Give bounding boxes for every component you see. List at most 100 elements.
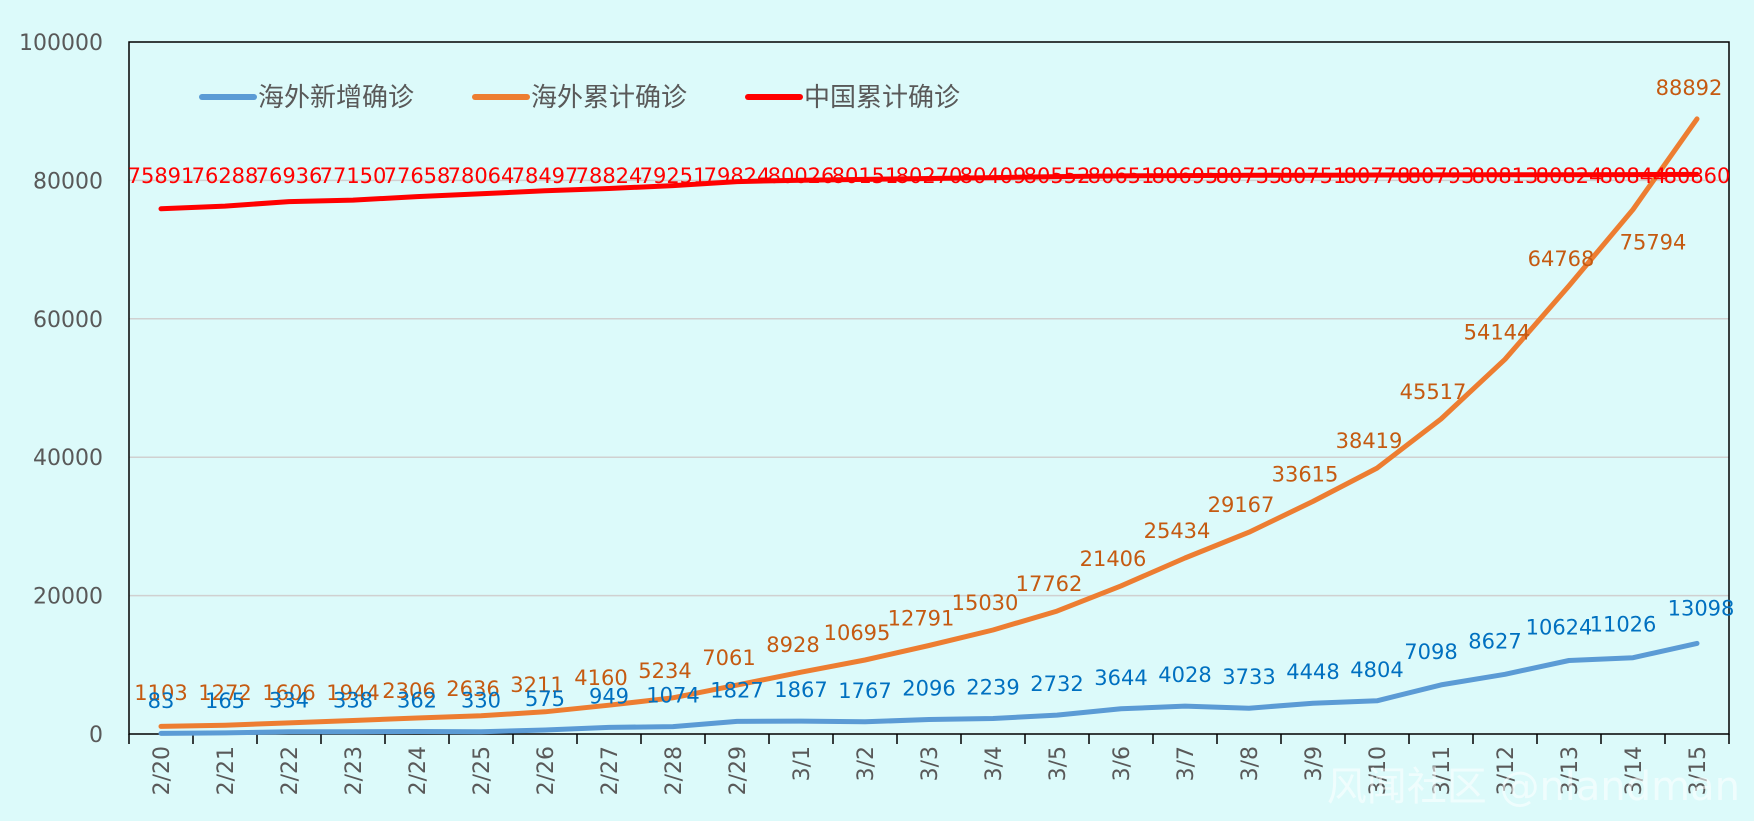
x-tick-label: 2/20: [150, 746, 175, 795]
china-cumulative-line: [158, 171, 1700, 212]
x-tick-label: 3/14: [1622, 746, 1647, 795]
overseas-new-label: 1867: [774, 678, 827, 702]
overseas-cumulative-label: 38419: [1336, 429, 1403, 453]
x-tick-label: 2/24: [406, 746, 431, 795]
x-tick-label: 3/3: [918, 746, 943, 781]
overseas-new-label: 1074: [646, 684, 699, 708]
x-tick-label: 2/29: [726, 746, 751, 795]
overseas-cumulative-label: 17762: [1016, 572, 1083, 596]
x-tick-label: 3/4: [982, 746, 1007, 781]
overseas-new-label: 7098: [1404, 640, 1457, 664]
legend: 海外新增确诊 海外累计确诊 中国累计确诊: [199, 83, 960, 113]
china-cumulative-label: 80270: [896, 164, 963, 188]
overseas-cumulative-label: 8928: [766, 633, 819, 657]
overseas-new-label: 334: [269, 689, 309, 713]
china-cumulative-label: 79251: [640, 164, 707, 188]
overseas-new-label: 575: [525, 687, 565, 711]
x-tick-label: 3/10: [1366, 746, 1391, 795]
overseas-new-label: 83: [148, 689, 175, 713]
china-cumulative-label: 79824: [704, 164, 771, 188]
x-tick-label: 3/9: [1302, 746, 1327, 781]
china-cumulative-label: 78064: [448, 164, 515, 188]
overseas-new-label: 949: [589, 684, 629, 708]
x-tick-label: 3/11: [1430, 746, 1455, 795]
y-tick-label: 60000: [33, 308, 103, 333]
china-cumulative-label: 80793: [1408, 164, 1475, 188]
overseas-new-label: 330: [461, 689, 501, 713]
china-cumulative-label: 77150: [320, 164, 387, 188]
overseas-cumulative-label: 21406: [1080, 547, 1147, 571]
data-labels: 7589176288769367715077658780647849778824…: [128, 76, 1735, 713]
overseas-new-label: 10624: [1526, 615, 1593, 639]
overseas-cumulative-label: 5234: [638, 659, 691, 683]
china-cumulative-label: 76936: [256, 164, 323, 188]
x-tick-label: 3/15: [1686, 746, 1711, 795]
overseas-cumulative-label: 29167: [1208, 493, 1275, 517]
x-tick-label: 2/28: [662, 746, 687, 795]
x-tick-label: 2/25: [470, 746, 495, 795]
overseas-new-label: 338: [333, 689, 373, 713]
watermark: 风闻社区 @nlandman: [1327, 764, 1740, 810]
overseas-new-label: 3733: [1222, 665, 1275, 689]
overseas-cumulative-label: 10695: [824, 621, 891, 645]
y-tick-label: 100000: [19, 31, 103, 56]
plot-area-border: [128, 41, 1730, 735]
china-cumulative-label: 80813: [1472, 164, 1539, 188]
china-cumulative-label: 78824: [576, 164, 643, 188]
china-cumulative-label: 80026: [768, 164, 835, 188]
x-tick-label: 3/6: [1110, 746, 1135, 781]
overseas-cumulative-label: 33615: [1272, 462, 1339, 486]
overseas-new-label: 4448: [1286, 660, 1339, 684]
axes: 0 20000 40000 60000 80000 100000 2/20 2/21 2/22 2…: [19, 31, 1730, 795]
y-tick-label: 40000: [33, 446, 103, 471]
overseas-new-label: 1767: [838, 679, 891, 703]
china-cumulative-label: 80651: [1088, 164, 1155, 188]
overseas-new-label: 3644: [1094, 666, 1147, 690]
overseas-new-label: 1827: [710, 678, 763, 702]
overseas-cumulative-label: 1103: [134, 681, 187, 705]
overseas-cumulative-line: [158, 116, 1700, 729]
legend-entry-label: 海外新增确诊: [258, 83, 414, 113]
china-cumulative-label: 78497: [512, 164, 579, 188]
china-cumulative-label: 80552: [1024, 164, 1091, 188]
overseas-cumulative-label: 54144: [1464, 320, 1531, 344]
china-cumulative-label: 80751: [1280, 164, 1347, 188]
china-cumulative-label: 80844: [1600, 164, 1667, 188]
overseas-cumulative-label: 3211: [510, 673, 563, 697]
legend-entry-label: 海外累计确诊: [531, 83, 687, 113]
overseas-new-label: 11026: [1590, 613, 1657, 637]
overseas-cumulative-label: 64768: [1528, 247, 1595, 271]
overseas-new-label: 362: [397, 688, 437, 712]
x-tick-label: 2/27: [598, 746, 623, 795]
overseas-new-label: 4028: [1158, 663, 1211, 687]
y-tick-label: 80000: [33, 169, 103, 194]
overseas-new-label: 4804: [1350, 658, 1403, 682]
x-tick-label: 3/7: [1174, 746, 1199, 781]
y-tick-label: 20000: [33, 585, 103, 610]
overseas-new-label: 2239: [966, 676, 1019, 700]
overseas-new-label: 2732: [1030, 672, 1083, 696]
x-tick-label: 3/2: [854, 746, 879, 781]
overseas-cumulative-label: 2306: [382, 679, 435, 703]
x-tick-label: 2/21: [214, 746, 239, 795]
x-tick-label: 3/8: [1238, 746, 1263, 781]
series-lines: [158, 116, 1700, 736]
overseas-new-label: 8627: [1468, 629, 1521, 653]
x-tick-label: 3/1: [790, 746, 815, 781]
china-cumulative-label: 80735: [1216, 164, 1283, 188]
overseas-cumulative-label: 15030: [952, 591, 1019, 615]
x-tick-label: 3/12: [1494, 746, 1519, 795]
overseas-cumulative-label: 12791: [888, 606, 955, 630]
overseas-new-label: 13098: [1668, 596, 1735, 620]
y-tick-label: 0: [89, 723, 103, 748]
overseas-cumulative-label: 1606: [262, 681, 315, 705]
china-cumulative-label: 77658: [384, 164, 451, 188]
overseas-new-label: 165: [205, 689, 245, 713]
overseas-cumulative-label: 1272: [198, 681, 251, 705]
china-cumulative-label: 80860: [1664, 164, 1731, 188]
legend-entry-label: 中国累计确诊: [804, 83, 960, 113]
x-tick-label: 3/13: [1558, 746, 1583, 795]
